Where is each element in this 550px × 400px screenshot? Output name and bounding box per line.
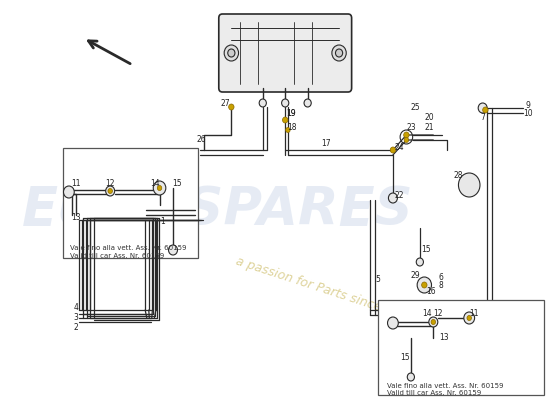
FancyBboxPatch shape xyxy=(219,14,351,92)
Circle shape xyxy=(157,186,162,190)
Circle shape xyxy=(390,147,395,153)
Circle shape xyxy=(459,173,480,197)
Text: Vale fino alla vett. Ass. Nr. 60159: Vale fino alla vett. Ass. Nr. 60159 xyxy=(387,383,503,389)
Text: 1: 1 xyxy=(160,216,164,226)
Text: 23: 23 xyxy=(406,124,416,132)
Circle shape xyxy=(63,186,74,198)
Text: 15: 15 xyxy=(421,246,431,254)
Circle shape xyxy=(429,317,438,327)
Text: 15: 15 xyxy=(400,354,409,362)
Text: 21: 21 xyxy=(424,124,433,132)
Text: 14: 14 xyxy=(422,308,432,318)
Circle shape xyxy=(332,45,346,61)
Circle shape xyxy=(168,245,178,255)
Text: 7: 7 xyxy=(480,114,485,122)
Circle shape xyxy=(304,99,311,107)
Circle shape xyxy=(285,128,290,132)
Text: 18: 18 xyxy=(287,124,296,132)
Circle shape xyxy=(336,49,343,57)
Circle shape xyxy=(106,186,114,196)
Text: 27: 27 xyxy=(220,100,230,108)
Text: 26: 26 xyxy=(197,136,207,144)
Circle shape xyxy=(259,99,266,107)
FancyBboxPatch shape xyxy=(378,300,544,395)
Circle shape xyxy=(416,258,424,266)
Text: 29: 29 xyxy=(410,270,420,280)
Text: 11: 11 xyxy=(469,308,478,318)
Text: 14: 14 xyxy=(150,178,160,188)
Circle shape xyxy=(388,317,398,329)
Circle shape xyxy=(388,193,398,203)
Circle shape xyxy=(228,49,235,57)
FancyBboxPatch shape xyxy=(63,148,198,258)
Text: 10: 10 xyxy=(522,108,532,118)
Text: 3: 3 xyxy=(74,314,79,322)
Text: 9: 9 xyxy=(525,100,530,110)
Text: Valid till car Ass. Nr. 60159: Valid till car Ass. Nr. 60159 xyxy=(387,390,481,396)
Circle shape xyxy=(404,132,409,138)
Text: 16: 16 xyxy=(427,288,436,296)
Circle shape xyxy=(464,312,475,324)
Text: 17: 17 xyxy=(321,138,331,148)
Text: 5: 5 xyxy=(375,276,380,284)
Circle shape xyxy=(283,117,288,123)
Text: 12: 12 xyxy=(106,178,115,188)
Text: 2: 2 xyxy=(74,324,79,332)
Text: 20: 20 xyxy=(424,114,433,122)
Circle shape xyxy=(229,104,234,110)
Circle shape xyxy=(404,138,409,142)
Circle shape xyxy=(153,181,166,195)
Text: 8: 8 xyxy=(438,280,443,290)
Text: 12: 12 xyxy=(433,308,443,318)
Text: 28: 28 xyxy=(454,170,463,180)
Text: 11: 11 xyxy=(72,178,81,188)
Text: Valid till car Ass. Nr. 60159: Valid till car Ass. Nr. 60159 xyxy=(70,253,164,259)
Circle shape xyxy=(478,103,487,113)
Text: 24: 24 xyxy=(394,144,404,152)
Text: 19: 19 xyxy=(287,110,296,118)
Circle shape xyxy=(408,373,415,381)
Text: 13: 13 xyxy=(439,334,449,342)
Circle shape xyxy=(431,320,436,324)
Text: 22: 22 xyxy=(394,190,404,200)
Text: EUROSPARES: EUROSPARES xyxy=(22,184,414,236)
Text: 25: 25 xyxy=(410,104,420,112)
Circle shape xyxy=(467,316,471,320)
Text: 15: 15 xyxy=(173,178,182,188)
Text: 13: 13 xyxy=(72,214,81,222)
Circle shape xyxy=(422,282,427,288)
Text: 4: 4 xyxy=(74,304,79,312)
Circle shape xyxy=(483,107,488,113)
Circle shape xyxy=(108,188,112,194)
Text: 6: 6 xyxy=(438,274,443,282)
Text: 19: 19 xyxy=(287,110,296,118)
Circle shape xyxy=(417,277,432,293)
Circle shape xyxy=(224,45,239,61)
Text: Vale fino alla vett. Ass. Nr. 60159: Vale fino alla vett. Ass. Nr. 60159 xyxy=(70,245,186,251)
Text: a passion for Parts since 1985: a passion for Parts since 1985 xyxy=(234,255,417,325)
Circle shape xyxy=(282,99,289,107)
